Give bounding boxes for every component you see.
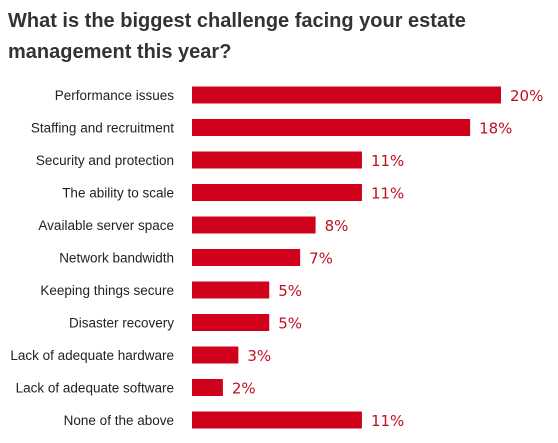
category-label: Lack of adequate software [16,381,174,396]
category-label: Staffing and recruitment [31,121,174,136]
bar [192,86,501,104]
category-label: Keeping things secure [40,283,174,298]
bar [192,119,471,136]
category-label: Performance issues [55,88,175,103]
category-label: Network bandwidth [59,251,174,266]
bar [192,314,270,331]
bar [192,216,316,234]
value-label: 3% [247,347,271,365]
value-label: 11% [371,152,404,170]
bar [192,184,362,201]
bar [192,411,362,429]
category-label: Security and protection [36,153,174,168]
bar [192,281,270,299]
category-label: None of the above [64,413,174,428]
value-label: 8% [325,217,349,235]
value-label: 5% [278,315,302,333]
category-label: Available server space [38,218,174,233]
value-label: 20% [510,87,543,105]
bar [192,151,362,169]
bars-group: Performance issues 20% Staffing and recrui… [10,86,543,430]
chart-title: What is the biggest challenge facing you… [8,10,466,63]
category-label: Lack of adequate hardware [10,348,174,363]
bar [192,346,239,364]
category-label: The ability to scale [62,186,174,201]
category-label: Disaster recovery [69,316,174,331]
value-label: 7% [309,250,333,268]
value-label: 11% [371,412,404,430]
value-label: 18% [479,120,512,138]
bar [192,379,223,396]
value-label: 5% [278,282,302,300]
bar [192,249,301,266]
value-label: 11% [371,185,404,203]
value-label: 2% [232,380,256,398]
